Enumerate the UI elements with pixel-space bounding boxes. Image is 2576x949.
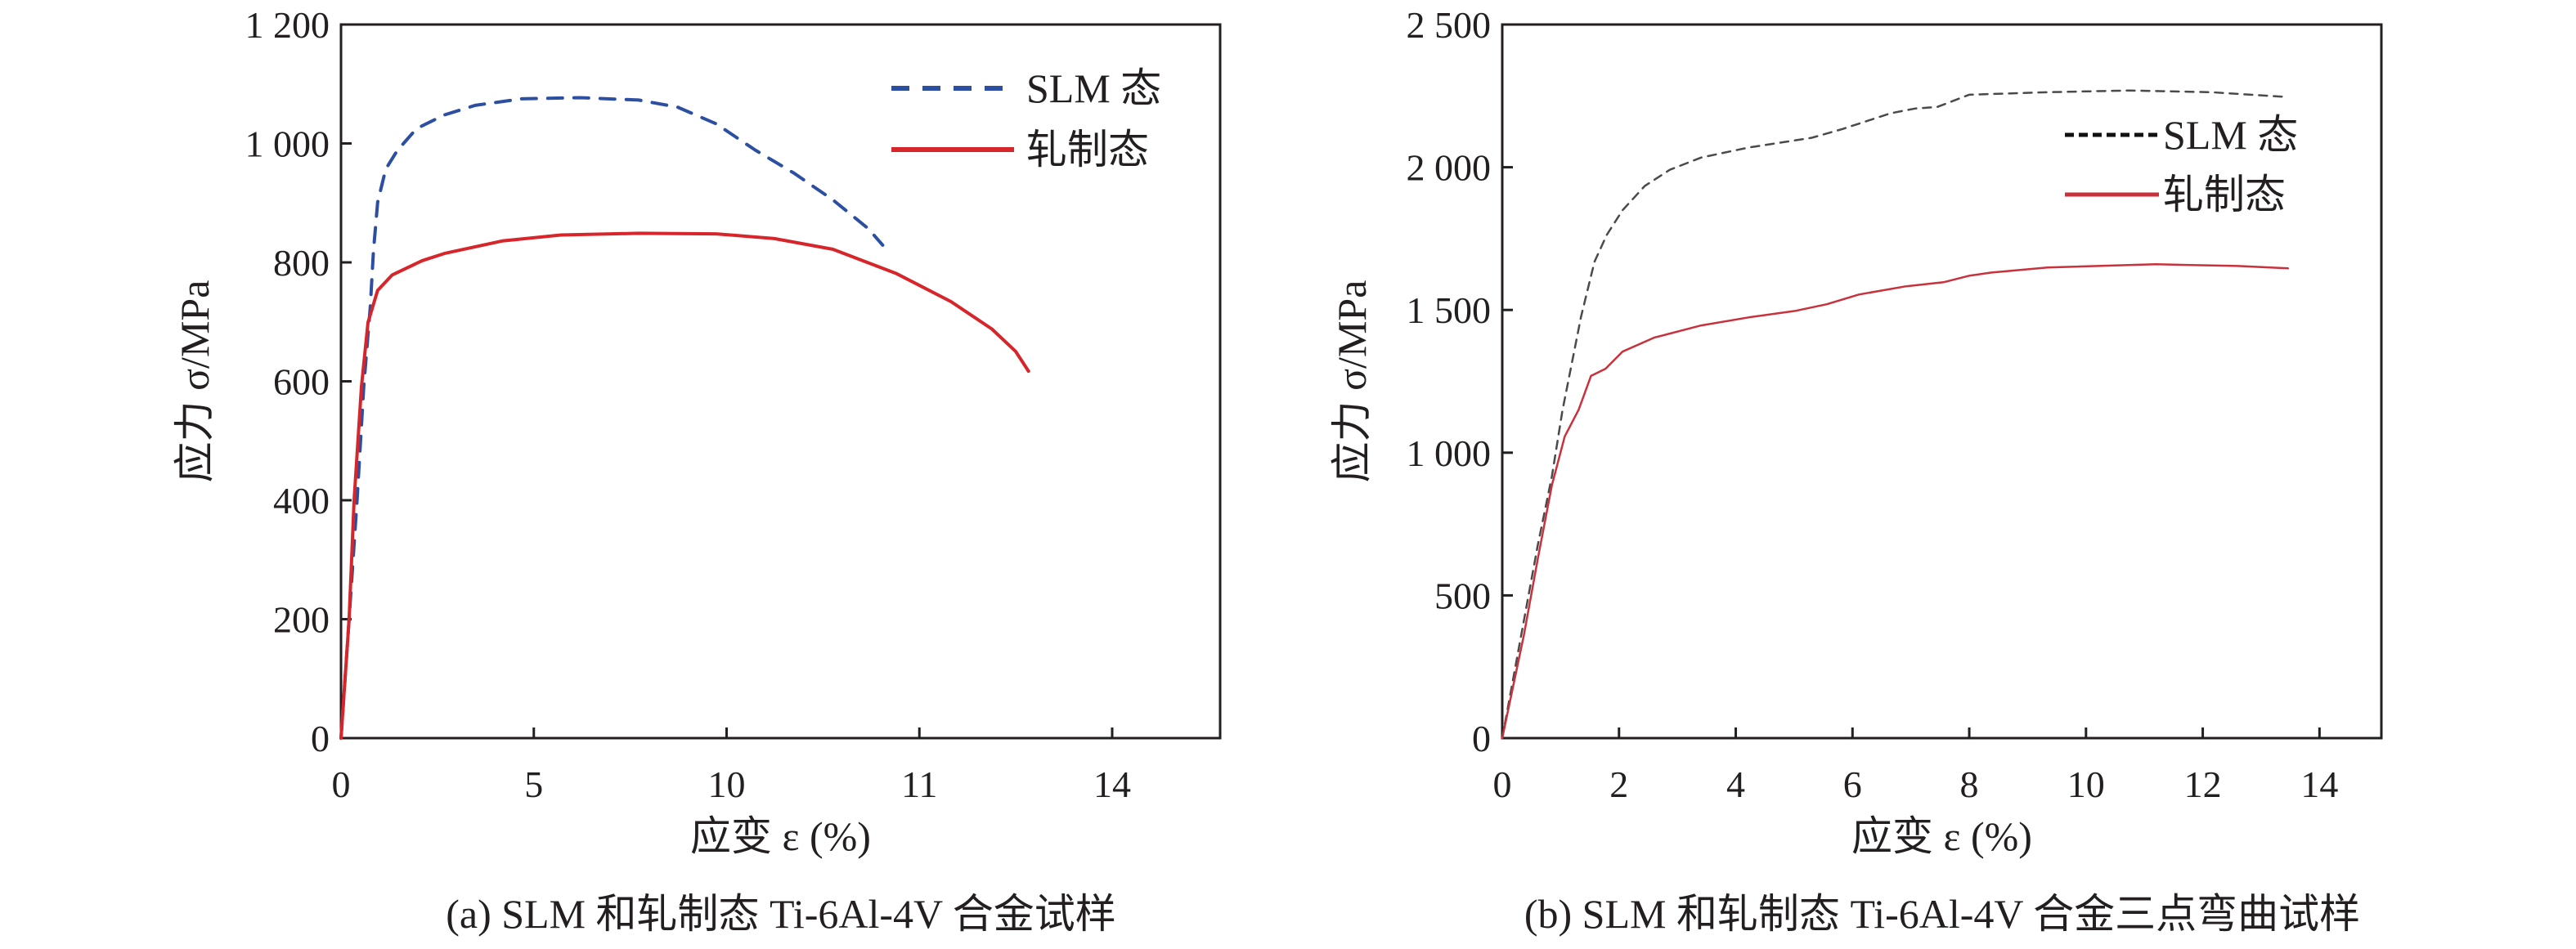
series-line-rolled [1501,263,2290,740]
legend-label: SLM 态 [1026,65,1161,111]
figure-caption: (b) SLM 和轧制态 Ti-6Al-4V 合金三点弯曲试样 [1524,891,2360,937]
x-axis-title: 应变 ε (%) [690,813,871,859]
y-tick-label: 0 [1472,718,1491,759]
series-line-rolled [339,231,1030,740]
x-tick-label: 10 [707,763,745,805]
y-tick-label: 200 [273,599,330,641]
y-tick-label: 2 000 [1407,147,1492,189]
y-axis-title: 应力 σ/MPa [172,280,218,483]
x-tick-label: 0 [332,763,351,805]
y-tick-label: 500 [1434,575,1491,616]
y-tick-label: 400 [273,480,330,522]
x-tick-label: 6 [1843,763,1862,805]
y-tick-label: 1 500 [1407,289,1492,331]
series-line-slm [1501,89,2290,740]
y-tick-label: 1 000 [1407,432,1492,474]
legend-label: SLM 态 [2163,112,2298,158]
figure-caption: (a) SLM 和轧制态 Ti-6Al-4V 合金试样 [446,891,1115,937]
y-tick-label: 0 [311,718,330,759]
y-axis-title: 应力 σ/MPa [1329,280,1375,483]
x-tick-label: 11 [901,763,937,805]
y-tick-label: 600 [273,361,330,403]
x-tick-label: 14 [1093,763,1131,805]
series-line-slm [339,96,885,740]
x-tick-label: 0 [1493,763,1512,805]
y-tick-label: 2 500 [1407,4,1492,46]
chart-b-three-point-bending: 0 500 1 000 1 500 2 000 2 500 0 2 4 6 8 10 12 14 应力 σ/… [1329,4,2383,937]
chart-a-tensile: 0 200 400 600 800 1 000 1 200 0 5 10 11 14 应力 σ/MPa 应… [172,4,1222,937]
x-tick-label: 4 [1726,763,1745,805]
x-tick-label: 12 [2184,763,2222,805]
y-tick-label: 1 000 [245,123,330,165]
x-axis-title: 应变 ε (%) [1851,813,2032,859]
x-tick-label: 14 [2300,763,2338,805]
legend-label: 轧制态 [1026,127,1149,172]
y-tick-label: 800 [273,242,330,284]
y-tick-label: 1 200 [245,4,330,46]
x-tick-label: 5 [524,763,543,805]
legend-label: 轧制态 [2163,172,2286,217]
x-tick-label: 8 [1960,763,1979,805]
x-tick-label: 10 [2067,763,2105,805]
plot-frame [1501,23,2383,740]
x-tick-label: 2 [1609,763,1628,805]
